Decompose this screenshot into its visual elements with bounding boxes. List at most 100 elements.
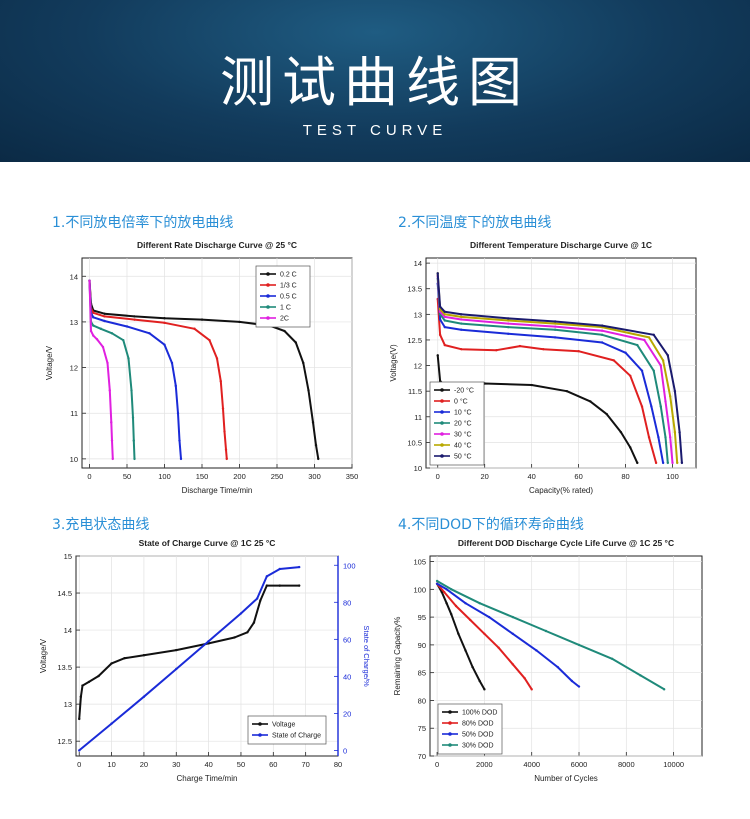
series-point (511, 663, 514, 666)
tick-label-y: 70 (418, 752, 426, 761)
series-point (163, 343, 166, 346)
tick-label-y: 14.5 (57, 589, 72, 598)
series-point (142, 695, 146, 698)
series-point (175, 667, 178, 671)
legend-label: 50 °C (454, 453, 472, 461)
series-point (600, 333, 604, 337)
series-point (443, 343, 446, 347)
tick-label-x: 50 (237, 760, 245, 769)
series-point (464, 602, 467, 605)
legend-label: -20 °C (454, 387, 474, 395)
series-point (612, 359, 616, 362)
series-line-1 (78, 566, 300, 752)
tick-label-y: 14 (414, 259, 422, 268)
series-point (106, 361, 109, 365)
tick-label-x: 20 (481, 472, 489, 481)
chart-temperature-discharge: Different Temperature Discharge Curve @ … (389, 240, 697, 495)
tick-label-x: 80 (621, 472, 629, 481)
tick-label-x: 20 (140, 760, 148, 769)
series-point (265, 584, 269, 587)
series-line-1 (88, 280, 228, 459)
series-point (589, 400, 592, 403)
legend-marker (440, 399, 444, 403)
tick-label-y: 13 (414, 310, 422, 319)
chart-title: State of Charge Curve @ 1C 25 °C (139, 538, 276, 548)
series-point (454, 604, 458, 608)
legend-marker (258, 722, 262, 726)
series-point (523, 677, 526, 680)
series-point (460, 347, 463, 351)
series-point (553, 320, 557, 323)
series-point (577, 685, 581, 688)
series-point (133, 457, 136, 461)
series-point (283, 329, 286, 333)
tick-label-x: 0 (77, 760, 81, 769)
series-point (636, 461, 639, 465)
series-point (442, 590, 446, 594)
series-point (223, 430, 226, 433)
tick-label-y: 11 (414, 413, 422, 422)
axis-label-x: Number of Cycles (534, 774, 598, 783)
series-point (179, 457, 183, 461)
tick-label-y: 12.5 (407, 336, 422, 345)
legend-label: 2C (280, 316, 289, 323)
axis-label-x: Capacity(% rated) (529, 486, 593, 495)
series-point (311, 421, 315, 424)
series-point (438, 379, 442, 383)
tick-label-y2: 20 (343, 709, 351, 718)
series-point (577, 350, 580, 353)
tick-label-y: 10 (70, 455, 78, 464)
tick-label-x: 300 (308, 472, 321, 481)
tick-label-y2: 60 (343, 635, 351, 644)
series-point (457, 632, 460, 635)
series-point (103, 319, 106, 323)
legend-label: 20 °C (454, 420, 472, 428)
series-point (577, 643, 581, 647)
legend-label: 30 °C (454, 431, 472, 439)
series-point (600, 329, 604, 332)
chart-title: Different Temperature Discharge Curve @ … (470, 240, 652, 250)
series-point (619, 430, 623, 434)
tick-label-x: 40 (204, 760, 212, 769)
series-point (103, 315, 106, 318)
tick-label-x: 30 (172, 760, 180, 769)
series-point (438, 318, 442, 321)
tick-label-x: 2000 (476, 760, 493, 769)
legend-label: 100% DOD (462, 710, 497, 717)
series-point (89, 329, 93, 333)
series-point (81, 684, 84, 687)
series-point (176, 412, 180, 415)
legend-marker (440, 421, 444, 425)
series-point (605, 413, 608, 416)
series-point (278, 567, 281, 571)
series-point (443, 313, 446, 316)
series-point (678, 430, 681, 434)
section-title-rate-discharge: 1.不同放电倍率下的放电曲线 (52, 215, 234, 231)
series-point (435, 579, 439, 583)
series-point (111, 457, 114, 461)
legend-marker (440, 443, 444, 447)
series-point (101, 345, 105, 349)
series-point (664, 436, 667, 439)
series-point (652, 369, 655, 372)
series-point (659, 364, 662, 367)
series-point (460, 318, 463, 321)
tick-label-y: 80 (418, 696, 426, 705)
legend-marker (266, 294, 270, 298)
series-point (259, 599, 262, 602)
series-point (483, 632, 486, 635)
series-point (624, 351, 627, 354)
legend-marker (440, 388, 444, 392)
series-point (661, 461, 665, 465)
tick-label-x: 40 (527, 472, 535, 481)
legend-marker (258, 733, 262, 737)
header-banner: 测试曲线图 TEST CURVE (0, 0, 750, 162)
series-point (662, 688, 666, 691)
series-point (438, 305, 442, 308)
series-point (511, 632, 514, 635)
series-point (478, 679, 481, 683)
series-point (469, 618, 472, 622)
series-point (297, 584, 301, 587)
series-point (265, 575, 269, 578)
tick-label-y: 11.5 (408, 387, 422, 396)
